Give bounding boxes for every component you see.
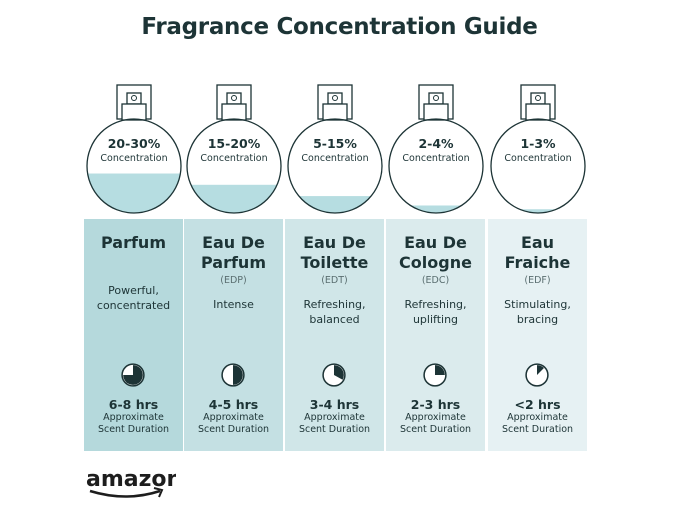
concentration-label: Concentration xyxy=(301,153,369,164)
concentration-label: Concentration xyxy=(402,153,470,164)
duration-hours: 3-4 hrs xyxy=(309,397,360,412)
duration-hours: 4-5 hrs xyxy=(208,397,259,412)
clock-icon xyxy=(423,363,447,387)
concentration-percent: 20-30% xyxy=(107,136,161,151)
liquid-level xyxy=(389,205,483,213)
type-name: Parfum xyxy=(100,233,166,252)
type-column-0: Parfum Powerful, concentrated 6-8 hrs App… xyxy=(84,219,183,451)
duration-label: Approximate Scent Duration xyxy=(97,412,170,435)
concentration-label: Concentration xyxy=(100,153,168,164)
type-name: Eau De Cologne xyxy=(399,233,472,272)
type-column-3: Eau De Cologne (EDC) Refreshing, uplifting… xyxy=(386,219,485,451)
liquid-level xyxy=(87,173,181,213)
concentration-percent: 15-20% xyxy=(207,136,261,151)
duration-label: Approximate Scent Duration xyxy=(197,412,270,435)
concentration-label: Concentration xyxy=(504,153,572,164)
type-name: Eau De Toilette xyxy=(300,233,369,272)
liquid-level xyxy=(187,184,281,213)
type-column-4: Eau Fraiche (EDF) Stimulating, bracing <2 … xyxy=(488,219,587,451)
type-column-1: Eau De Parfum (EDP) Intense 4-5 hrs Appro… xyxy=(184,219,283,451)
bottle-icon xyxy=(287,84,383,214)
liquid-level xyxy=(288,196,382,213)
type-abbreviation: (EDF) xyxy=(524,275,551,286)
concentration-percent: 5-15% xyxy=(313,136,357,151)
clock-icon xyxy=(525,363,549,387)
duration-hours: <2 hrs xyxy=(514,397,561,412)
logo-text: amazon xyxy=(86,467,176,492)
bottle-icon xyxy=(388,84,484,214)
type-description: Stimulating, bracing xyxy=(504,298,571,326)
duration-label: Approximate Scent Duration xyxy=(399,412,472,435)
bottle-icon xyxy=(86,84,182,214)
type-name: Eau Fraiche xyxy=(504,233,571,272)
type-description: Refreshing, uplifting xyxy=(404,298,467,326)
type-description: Intense xyxy=(213,298,254,311)
concentration-percent: 2-4% xyxy=(418,136,454,151)
type-description: Powerful, concentrated xyxy=(96,284,171,312)
duration-hours: 6-8 hrs xyxy=(108,397,159,412)
type-name: Eau De Parfum xyxy=(200,233,266,272)
bottle-3: 2-4% Concentration xyxy=(386,84,486,214)
type-column-2: Eau De Toilette (EDT) Refreshing, balanced… xyxy=(285,219,384,451)
type-abbreviation: (EDP) xyxy=(220,275,247,286)
bottle-0: 20-30% Concentration xyxy=(84,84,184,214)
clock-icon xyxy=(322,363,346,387)
concentration-label: Concentration xyxy=(200,153,268,164)
bottle-4: 1-3% Concentration xyxy=(488,84,588,214)
duration-label: Approximate Scent Duration xyxy=(298,412,371,435)
type-description: Refreshing, balanced xyxy=(303,298,366,326)
clock-icon xyxy=(121,363,145,387)
bottle-icon xyxy=(186,84,282,214)
bottle-1: 15-20% Concentration xyxy=(184,84,284,214)
type-abbreviation: (EDT) xyxy=(321,275,348,286)
clock-icon xyxy=(221,363,245,387)
duration-label: Approximate Scent Duration xyxy=(501,412,574,435)
concentration-percent: 1-3% xyxy=(520,136,556,151)
page-title: Fragrance Concentration Guide xyxy=(141,14,538,40)
duration-hours: 2-3 hrs xyxy=(410,397,461,412)
type-abbreviation: (EDC) xyxy=(421,275,450,286)
bottle-2: 5-15% Concentration xyxy=(285,84,385,214)
amazon-logo: amazon xyxy=(86,466,182,504)
bottle-icon xyxy=(490,84,586,214)
liquid-level xyxy=(491,209,585,213)
